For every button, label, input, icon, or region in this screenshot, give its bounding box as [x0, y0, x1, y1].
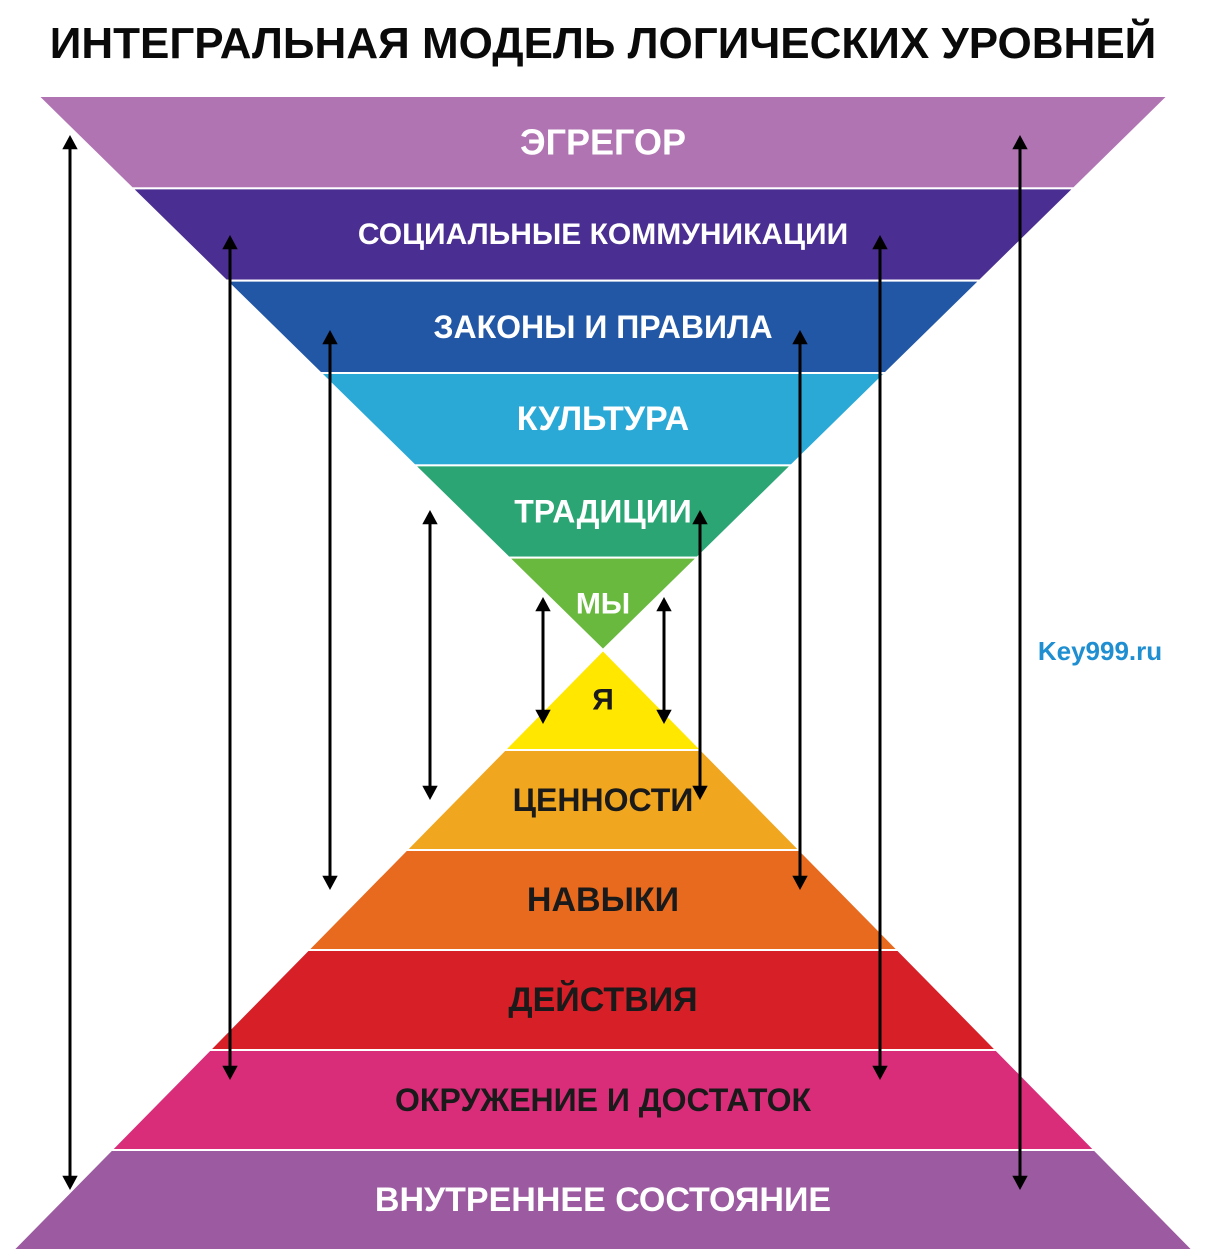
watermark: Key999.ru: [1038, 636, 1162, 666]
bottom-band-label: ВНУТРЕННЕЕ СОСТОЯНИЕ: [375, 1181, 831, 1219]
bottom-band-label: НАВЫКИ: [527, 881, 679, 919]
canvas: ИНТЕГРАЛЬНАЯ МОДЕЛЬ ЛОГИЧЕСКИХ УРОВНЕЙ ЭГ…: [0, 0, 1206, 1258]
page-title: ИНТЕГРАЛЬНАЯ МОДЕЛЬ ЛОГИЧЕСКИХ УРОВНЕЙ: [50, 17, 1157, 68]
top-band-label: МЫ: [576, 587, 630, 620]
top-band-label: ЭГРЕГОР: [520, 122, 686, 163]
bottom-band-label: ДЕЙСТВИЯ: [508, 980, 697, 1019]
top-band-label: ЗАКОНЫ И ПРАВИЛА: [433, 309, 772, 345]
top-band-label: СОЦИАЛЬНЫЕ КОММУНИКАЦИИ: [358, 218, 848, 251]
top-band-label: КУЛЬТУРА: [517, 400, 689, 438]
bottom-band-label: Я: [592, 684, 614, 717]
bottom-band-label: ОКРУЖЕНИЕ И ДОСТАТОК: [395, 1082, 811, 1118]
top-band-label: ТРАДИЦИИ: [514, 494, 692, 530]
bottom-band-label: ЦЕННОСТИ: [513, 782, 694, 818]
hourglass-diagram: ИНТЕГРАЛЬНАЯ МОДЕЛЬ ЛОГИЧЕСКИХ УРОВНЕЙ ЭГ…: [0, 0, 1206, 1258]
